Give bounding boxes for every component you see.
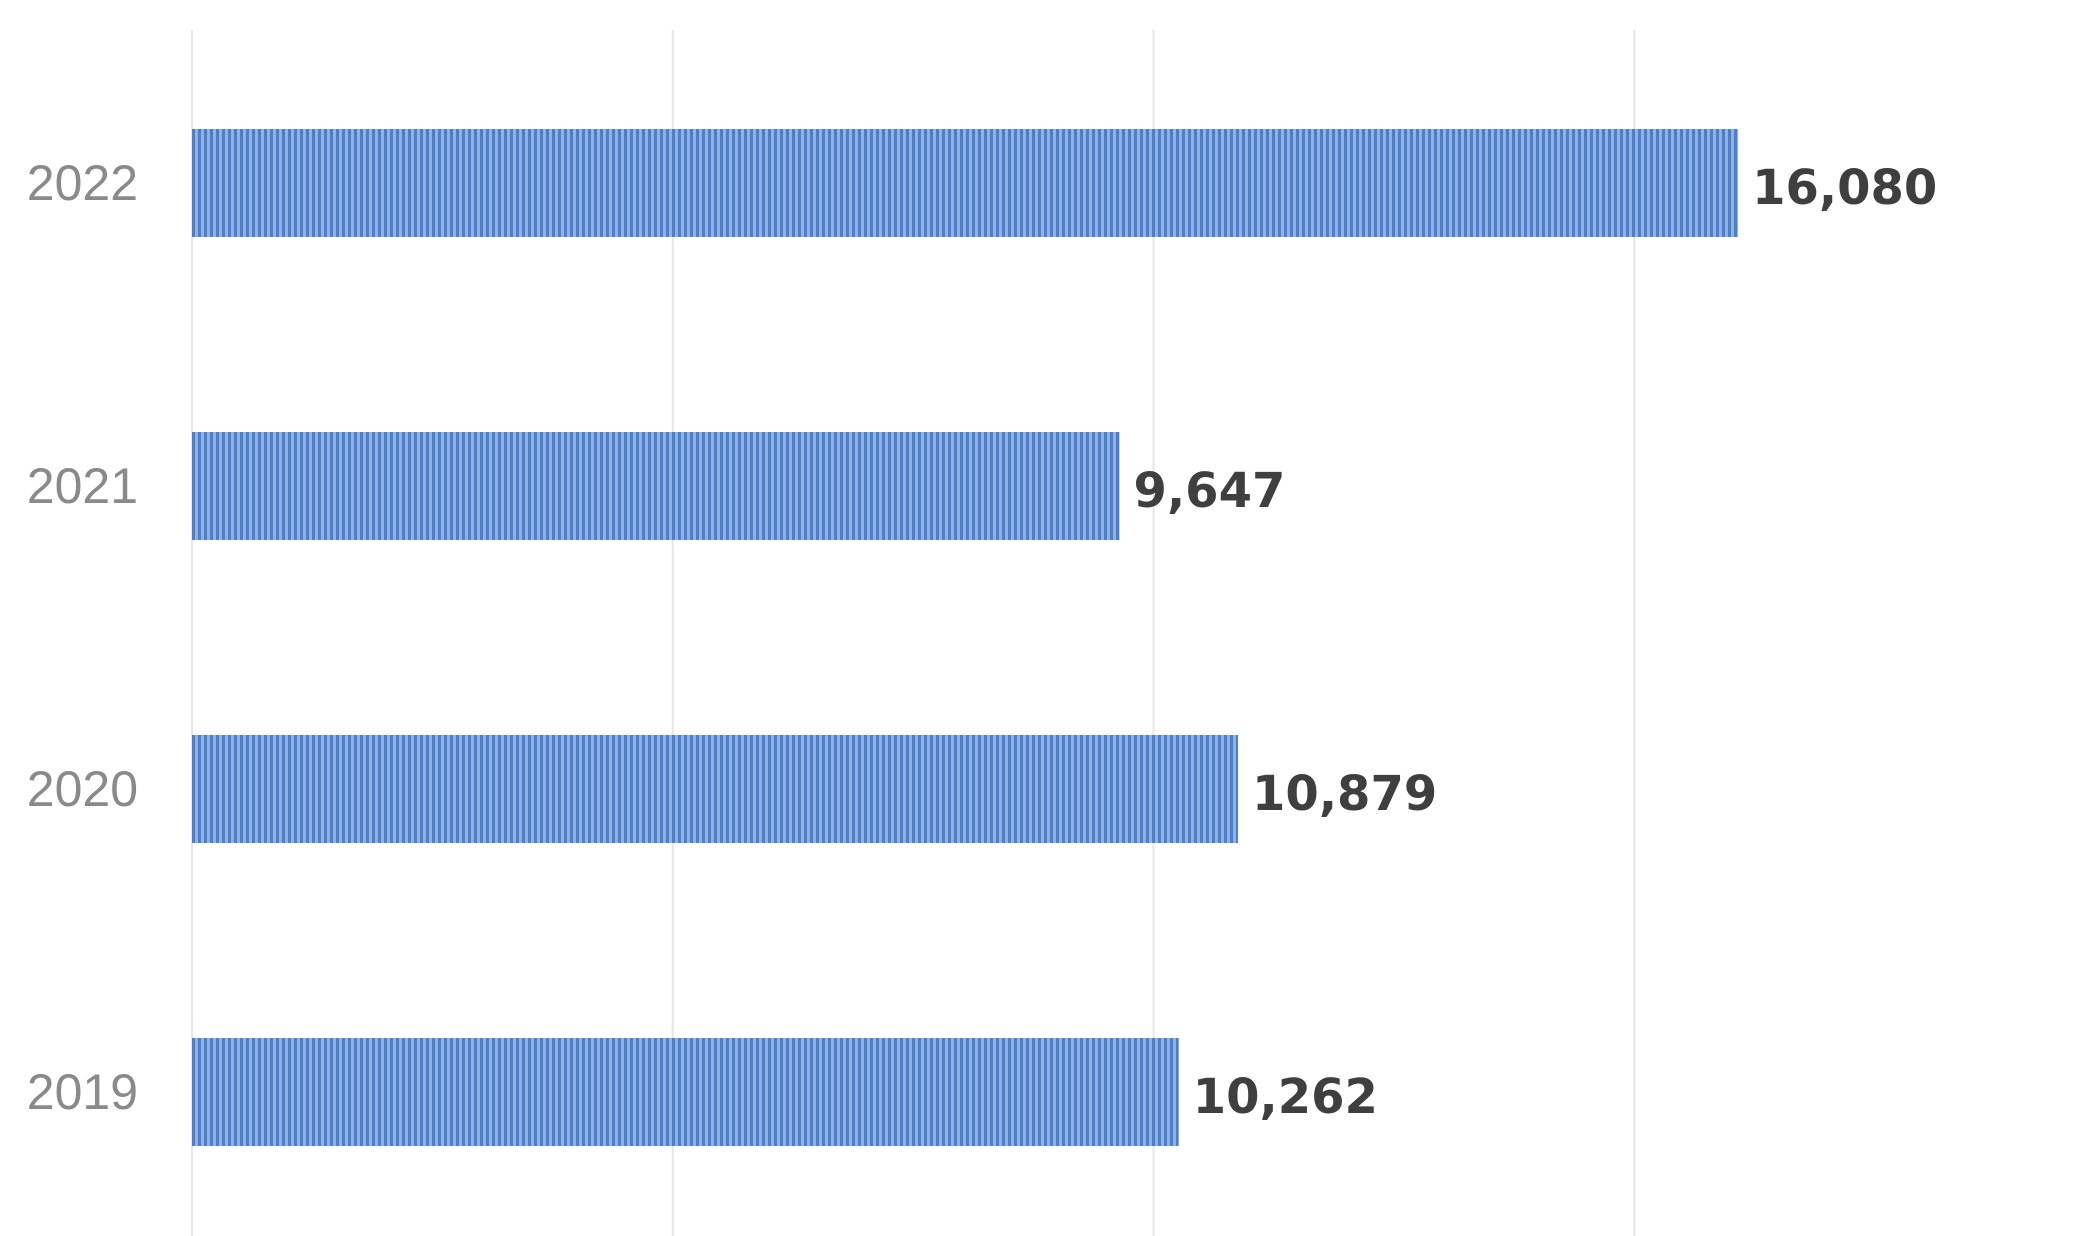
category-label-2019: 2019 <box>27 1064 138 1120</box>
value-label-2022: 16,080 <box>1752 160 1937 216</box>
category-label-2021: 2021 <box>27 458 138 514</box>
bars <box>192 129 1739 1146</box>
bar-2019 <box>192 1038 1179 1146</box>
category-label-2022: 2022 <box>27 155 138 211</box>
bar-2022 <box>192 129 1739 237</box>
bar-2020 <box>192 735 1239 843</box>
value-labels: 16,080 9,647 10,879 10,262 <box>1134 160 1938 1125</box>
category-labels: 2022 2021 2020 2019 <box>27 155 138 1120</box>
value-label-2021: 9,647 <box>1134 463 1286 519</box>
value-label-2020: 10,879 <box>1252 766 1437 822</box>
bar-2021 <box>192 432 1120 540</box>
category-label-2020: 2020 <box>27 761 138 817</box>
value-label-2019: 10,262 <box>1193 1069 1378 1125</box>
